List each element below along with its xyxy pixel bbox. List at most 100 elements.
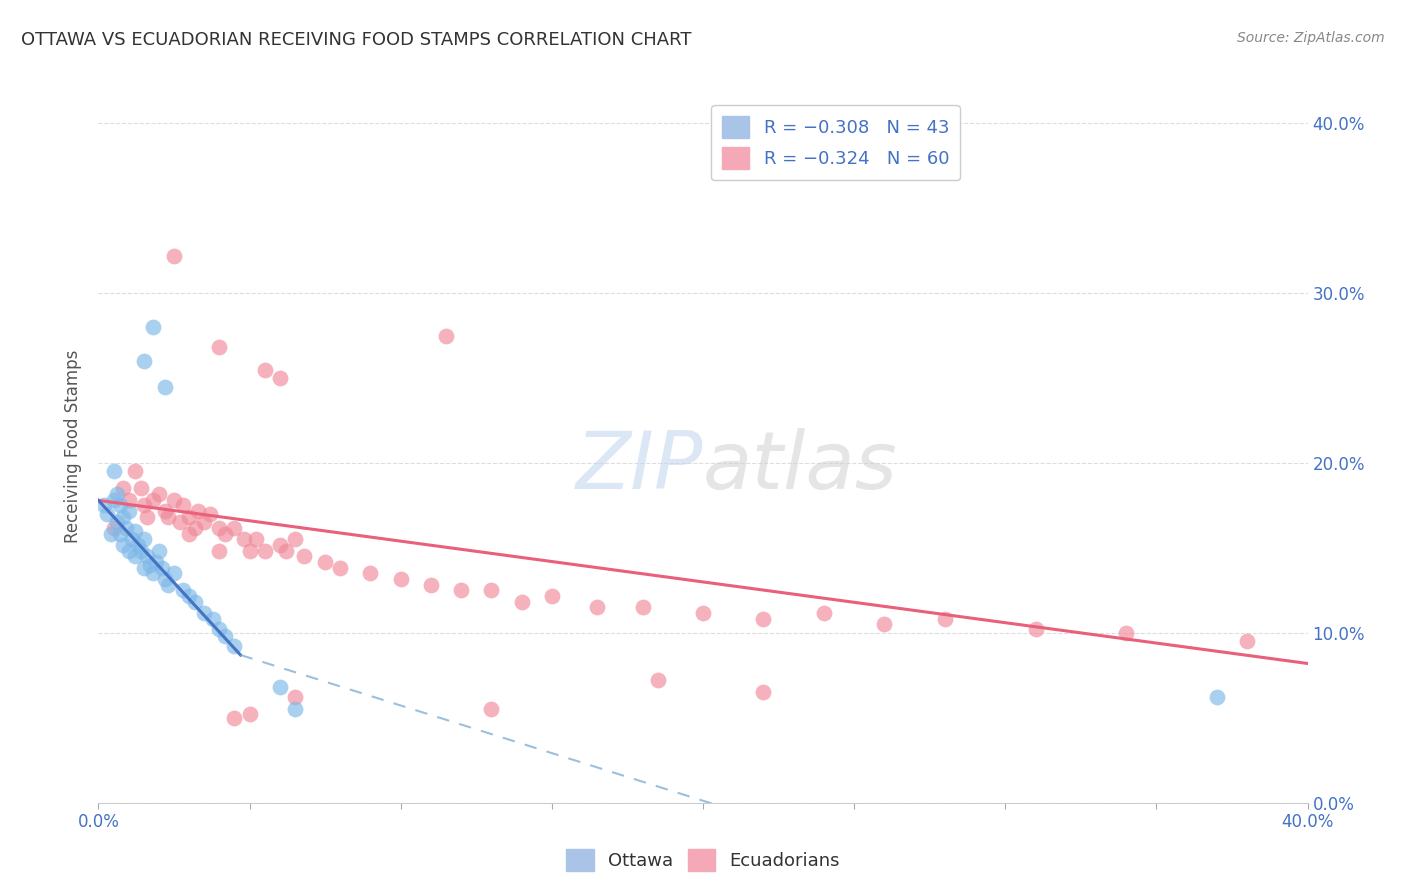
Point [692,606,714,620]
Point [121,533,143,547]
Point [169,516,191,530]
Point [1206,690,1229,705]
Point [139,558,162,572]
Point [127,537,149,551]
Point [193,516,215,530]
Point [96,507,118,521]
Point [132,533,155,547]
Point [450,583,472,598]
Point [142,566,165,581]
Point [105,486,128,500]
Point [360,566,382,581]
Point [114,520,136,534]
Point [108,527,131,541]
Point [1024,623,1046,637]
Point [129,482,152,496]
Point [118,544,141,558]
Point [193,606,215,620]
Point [481,702,503,716]
Y-axis label: Receiving Food Stamps: Receiving Food Stamps [65,350,83,542]
Point [179,589,201,603]
Text: atlas: atlas [703,428,898,507]
Point [245,533,267,547]
Point [108,499,131,513]
Point [163,249,186,263]
Point [208,341,231,355]
Point [202,612,225,626]
Point [934,612,956,626]
Point [269,537,291,551]
Point [239,707,262,722]
Point [103,465,125,479]
Point [752,612,775,626]
Point [752,685,775,699]
Point [184,520,207,534]
Point [100,527,122,541]
Point [153,379,176,393]
Point [142,320,165,334]
Point [111,510,134,524]
Point [253,362,276,376]
Point [284,690,307,705]
Point [179,527,201,541]
Point [103,493,125,508]
Point [873,617,896,632]
Point [118,493,141,508]
Legend: R = −0.308   N = 43, R = −0.324   N = 60: R = −0.308 N = 43, R = −0.324 N = 60 [711,105,960,180]
Point [103,520,125,534]
Point [329,561,352,575]
Point [163,493,186,508]
Point [145,555,167,569]
Point [132,561,155,575]
Point [631,600,654,615]
Text: ZIP: ZIP [575,428,703,507]
Point [150,561,173,575]
Point [153,572,176,586]
Point [187,503,209,517]
Point [93,499,115,513]
Point [132,354,155,368]
Point [111,482,134,496]
Point [179,510,201,524]
Point [434,328,457,343]
Point [124,524,146,538]
Point [232,533,254,547]
Point [292,549,315,564]
Point [156,578,179,592]
Point [224,520,246,534]
Point [135,549,157,564]
Point [269,680,291,694]
Point [208,544,231,558]
Point [1115,626,1137,640]
Point [163,566,186,581]
Point [208,623,231,637]
Point [239,544,262,558]
Point [314,555,336,569]
Point [214,527,236,541]
Point [1236,634,1258,648]
Point [274,544,297,558]
Point [813,606,835,620]
Point [156,510,179,524]
Point [153,503,176,517]
Point [129,544,152,558]
Point [124,549,146,564]
Point [540,589,562,603]
Point [118,503,141,517]
Point [200,507,222,521]
Point [148,544,170,558]
Point [172,499,194,513]
Point [420,578,443,592]
Point [214,629,236,643]
Point [284,533,307,547]
Point [224,640,246,654]
Text: Source: ZipAtlas.com: Source: ZipAtlas.com [1237,31,1385,45]
Point [172,583,194,598]
Point [224,711,246,725]
Point [105,516,128,530]
Point [284,702,307,716]
Point [184,595,207,609]
Point [124,465,146,479]
Point [148,486,170,500]
Point [481,583,503,598]
